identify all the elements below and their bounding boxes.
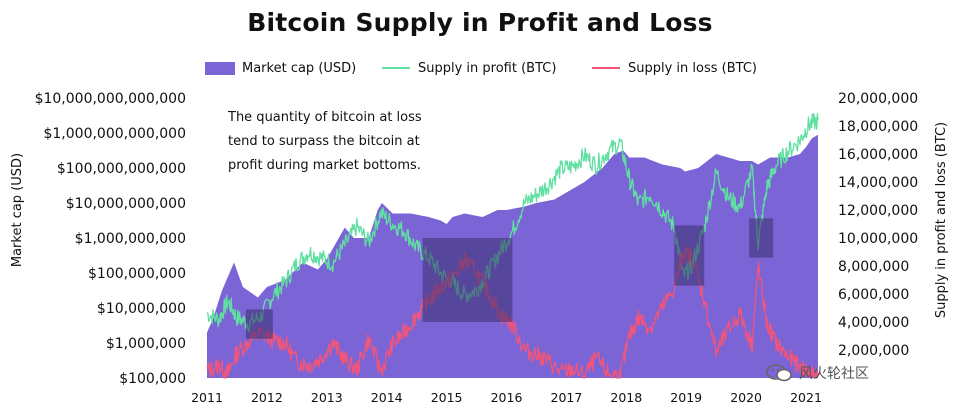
highlight-box-4 <box>749 218 774 258</box>
x-tick-label: 2018 <box>610 390 642 405</box>
annotation-line: The quantity of bitcoin at loss <box>227 110 422 125</box>
x-tick-label: 2013 <box>311 390 343 405</box>
x-tick-label: 2019 <box>670 390 702 405</box>
legend-swatch-loss <box>592 67 620 69</box>
legend-item-profit: Supply in profit (BTC) <box>382 58 556 78</box>
legend-label-loss: Supply in loss (BTC) <box>628 60 757 76</box>
supply-in-loss-line <box>206 244 819 379</box>
y-left-tick-label: $100,000 <box>119 371 186 387</box>
x-tick-label: 2020 <box>730 390 762 405</box>
highlight-box-1 <box>245 309 273 339</box>
annotation-panel <box>208 99 446 181</box>
x-tick-label: 2015 <box>431 390 463 405</box>
y-right-tick-label: 12,000,000 <box>838 203 918 219</box>
y-left-tick-label: $10,000,000 <box>97 301 186 317</box>
legend-swatch-profit <box>382 67 410 69</box>
chart-title: Bitcoin Supply in Profit and Loss <box>247 8 713 37</box>
y-left-tick-label: $10,000,000,000,000 <box>35 91 186 107</box>
annotation-line: tend to surpass the bitcoin at <box>228 134 420 149</box>
x-tick-label: 2012 <box>251 390 283 405</box>
legend-swatch-market-cap <box>205 61 235 75</box>
y-right-tick-label: 14,000,000 <box>838 175 918 191</box>
annotation-line: profit during market bottoms. <box>228 158 421 173</box>
y-left-tick-label: $1,000,000,000,000 <box>43 126 186 142</box>
y-right-tick-label: 10,000,000 <box>838 231 918 247</box>
y-left-tick-label: $1,000,000,000 <box>75 231 186 247</box>
y-right-tick-label: 20,000,000 <box>838 91 918 107</box>
highlight-box-3 <box>674 225 705 286</box>
y-left-tick-label: $100,000,000 <box>88 266 186 282</box>
x-tick-label: 2017 <box>551 390 583 405</box>
y-left-tick-label: $10,000,000,000 <box>66 196 186 212</box>
y-left-tick-label: $100,000,000,000 <box>57 161 186 177</box>
y-axis-label-left: Market cap (USD) <box>10 153 25 267</box>
legend-item-market-cap: Market cap (USD) <box>205 58 356 78</box>
y-right-tick-label: 6,000,000 <box>838 287 909 303</box>
watermark-text: 风火轮社区 <box>799 366 869 382</box>
chart-annotation: The quantity of bitcoin at loss tend to s… <box>227 110 422 173</box>
x-tick-label: 2016 <box>491 390 523 405</box>
y-right-tick-label: 16,000,000 <box>838 147 918 163</box>
y-axis-label-right: Supply in profit and loss (BTC) <box>934 122 949 318</box>
legend-label-market-cap: Market cap (USD) <box>242 60 357 76</box>
legend-label-profit: Supply in profit (BTC) <box>418 60 557 76</box>
y-left-tick-label: $1,000,000 <box>106 336 186 352</box>
x-tick-label: 2021 <box>790 390 822 405</box>
legend-item-loss: Supply in loss (BTC) <box>592 58 757 78</box>
y-right-tick-label: 4,000,000 <box>838 315 909 331</box>
supply-in-profit-line <box>206 113 819 333</box>
highlight-box-2 <box>422 238 513 322</box>
x-tick-label: 2014 <box>371 390 403 405</box>
y-right-tick-label: 18,000,000 <box>838 119 918 135</box>
watermark: 风火轮社区 <box>765 360 869 386</box>
x-tick-label: 2011 <box>191 390 223 405</box>
wechat-icon <box>766 364 792 382</box>
y-right-tick-label: 2,000,000 <box>838 343 909 359</box>
y-right-tick-label: 8,000,000 <box>838 259 909 275</box>
